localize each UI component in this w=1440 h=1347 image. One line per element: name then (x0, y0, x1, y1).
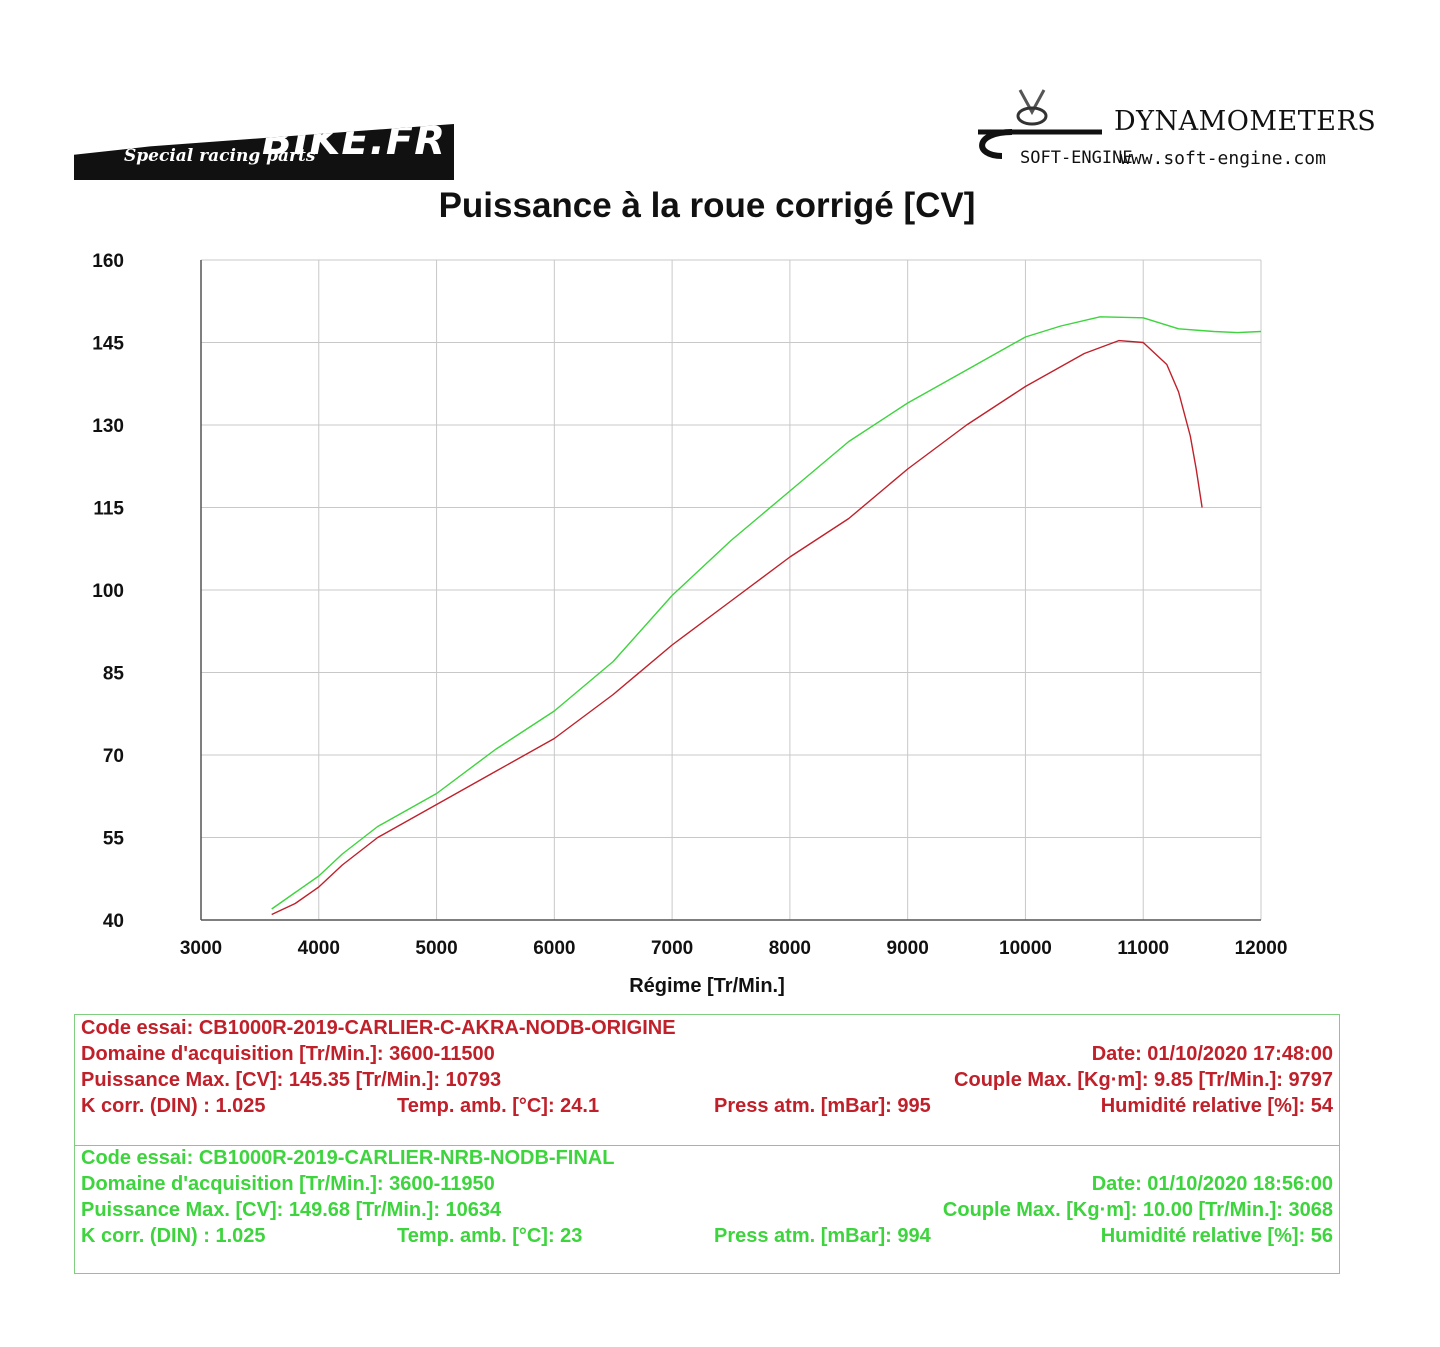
run-1-info: Code essai: CB1000R-2019-CARLIER-C-AKRA-… (81, 1017, 1333, 1121)
run-kcorr: K corr. (DIN) : 1.025 (81, 1095, 266, 1117)
y-tick-label: 115 (93, 499, 124, 520)
x-tick-label: 12000 (1235, 938, 1288, 959)
series-line-1 (271, 339, 1203, 916)
run-press: Press atm. [mBar]: 995 (714, 1095, 931, 1117)
run-power-max: Puissance Max. [CV]: 145.35 [Tr/Min.]: 1… (81, 1069, 502, 1091)
right-logo: DYNAMOMETERS SOFT-ENGINE www.soft-engine… (972, 86, 1376, 176)
run-temp: Temp. amb. [°C]: 23 (397, 1225, 583, 1247)
run-domain: Domaine d'acquisition [Tr/Min.]: 3600-11… (81, 1043, 495, 1065)
y-tick-label: 130 (92, 416, 124, 437)
x-tick-label: 10000 (999, 938, 1052, 959)
power-chart: 3000 4000 5000 6000 7000 8000 9000 10000 11000 12… (92, 251, 1287, 997)
run-divider (75, 1145, 1339, 1146)
run-press: Press atm. [mBar]: 994 (714, 1225, 931, 1247)
run-humidity: Humidité relative [%]: 56 (1100, 1225, 1333, 1247)
x-tick-label: 3000 (180, 938, 222, 959)
run-power-max: Puissance Max. [CV]: 149.68 [Tr/Min.]: 1… (81, 1199, 502, 1221)
logo-soft-engine-text: SOFT-ENGINE (1020, 148, 1133, 168)
run-temp: Temp. amb. [°C]: 24.1 (397, 1095, 600, 1117)
y-tick-label: 70 (103, 746, 124, 767)
y-tick-label: 55 (103, 829, 125, 850)
run-kcorr: K corr. (DIN) : 1.025 (81, 1225, 266, 1247)
x-tick-label: 11000 (1117, 938, 1169, 959)
run-couple-max: Couple Max. [Kg·m]: 9.85 [Tr/Min.]: 9797 (954, 1069, 1333, 1091)
y-tick-label: 40 (103, 911, 124, 932)
x-tick-label: 5000 (415, 938, 457, 959)
soft-engine-logo-icon (978, 89, 1102, 159)
left-logo: BIKE.FR Special racing parts (74, 124, 454, 180)
run-code: Code essai: CB1000R-2019-CARLIER-C-AKRA-… (81, 1017, 676, 1039)
x-tick-label: 9000 (887, 938, 929, 959)
run-date: Date: 01/10/2020 17:48:00 (1091, 1043, 1333, 1065)
y-tick-label: 100 (92, 581, 124, 602)
x-tick-label: 7000 (651, 938, 693, 959)
x-axis-label: Régime [Tr/Min.] (629, 975, 785, 997)
x-tick-label: 4000 (298, 938, 340, 959)
run-humidity: Humidité relative [%]: 54 (1100, 1095, 1333, 1117)
y-tick-label: 85 (103, 664, 125, 685)
logo-url-text: www.soft-engine.com (1120, 148, 1326, 169)
logo-tagline: Special racing parts (124, 146, 316, 166)
series-line-2 (271, 316, 1262, 910)
chart-grid (200, 259, 1262, 921)
run-info-box: Code essai: CB1000R-2019-CARLIER-C-AKRA-… (74, 1014, 1340, 1274)
x-tick-label: 8000 (769, 938, 811, 959)
chart-title: Puissance à la roue corrigé [CV] (438, 186, 976, 225)
run-date: Date: 01/10/2020 18:56:00 (1091, 1173, 1333, 1195)
run-couple-max: Couple Max. [Kg·m]: 10.00 [Tr/Min.]: 306… (942, 1199, 1333, 1221)
chart-ticks: 3000 4000 5000 6000 7000 8000 9000 10000 11000 12… (92, 251, 1287, 959)
y-tick-label: 145 (92, 334, 124, 355)
chart-axes (200, 260, 1261, 921)
run-code: Code essai: CB1000R-2019-CARLIER-NRB-NOD… (81, 1147, 615, 1169)
chart-series (271, 316, 1262, 916)
logo-dynamometers-text: DYNAMOMETERS (1114, 106, 1377, 137)
run-2-info: Code essai: CB1000R-2019-CARLIER-NRB-NOD… (81, 1147, 1333, 1251)
run-domain: Domaine d'acquisition [Tr/Min.]: 3600-11… (81, 1173, 495, 1195)
y-tick-label: 160 (92, 251, 124, 272)
x-tick-label: 6000 (533, 938, 575, 959)
